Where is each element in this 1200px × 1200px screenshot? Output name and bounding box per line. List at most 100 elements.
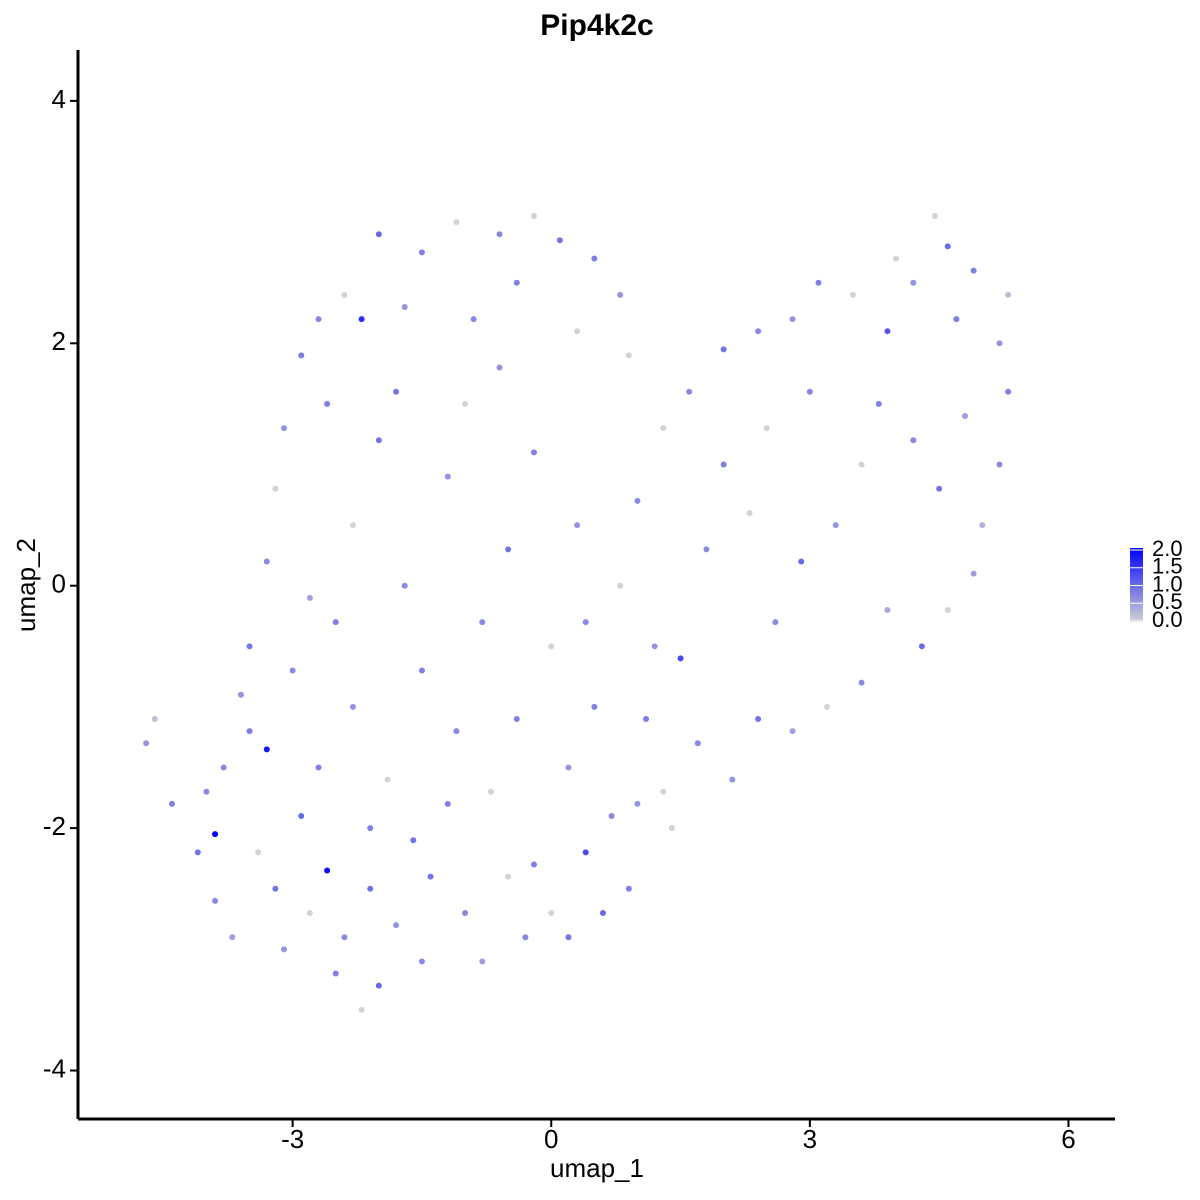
y-tick-label: -2 [43, 811, 66, 841]
point [651, 643, 658, 650]
point [229, 934, 236, 941]
point [272, 885, 279, 892]
point [281, 946, 288, 953]
point [444, 473, 451, 480]
point [668, 825, 675, 832]
point [349, 703, 356, 710]
point [194, 849, 201, 856]
point [858, 461, 865, 468]
point [531, 213, 538, 220]
point [513, 716, 520, 723]
point [298, 352, 305, 359]
point [143, 740, 150, 747]
point [384, 776, 391, 783]
point [332, 619, 339, 626]
point [772, 619, 779, 626]
point [1005, 291, 1012, 298]
point [315, 764, 322, 771]
point [470, 316, 477, 323]
point [936, 485, 943, 492]
point [401, 582, 408, 589]
x-tick-label: 0 [544, 1124, 558, 1154]
point [625, 885, 632, 892]
point [893, 255, 900, 262]
point [643, 716, 650, 723]
point [522, 934, 529, 941]
point [634, 497, 641, 504]
point [686, 388, 693, 395]
point [565, 934, 572, 941]
y-tick-label: 2 [52, 326, 66, 356]
point [944, 606, 951, 613]
point [427, 873, 434, 880]
point [358, 1006, 365, 1013]
point [798, 558, 805, 565]
point [824, 703, 831, 710]
point [453, 728, 460, 735]
x-tick-label: 6 [1061, 1124, 1075, 1154]
point [815, 279, 822, 286]
point [263, 746, 270, 753]
y-tick-label: 0 [52, 569, 66, 599]
point [410, 837, 417, 844]
point [884, 328, 891, 335]
point [875, 400, 882, 407]
point [548, 909, 555, 916]
point [548, 643, 555, 650]
point [884, 606, 891, 613]
point [582, 619, 589, 626]
point [746, 509, 753, 516]
point [694, 740, 701, 747]
point [444, 800, 451, 807]
point [599, 909, 606, 916]
point [375, 231, 382, 238]
point [729, 776, 736, 783]
point [237, 691, 244, 698]
point [479, 619, 486, 626]
point [789, 316, 796, 323]
point [858, 679, 865, 686]
point [617, 291, 624, 298]
point [496, 364, 503, 371]
point [341, 934, 348, 941]
colorbar-label: 0.5 [1152, 589, 1183, 614]
point [289, 667, 296, 674]
point [789, 728, 796, 735]
point [979, 522, 986, 529]
point [341, 291, 348, 298]
point [763, 425, 770, 432]
point [272, 485, 279, 492]
colorbar-label: 0.0 [1152, 607, 1183, 632]
point [996, 340, 1003, 347]
point [418, 958, 425, 965]
chart-title: Pip4k2c [540, 9, 653, 42]
point [367, 825, 374, 832]
point [324, 867, 331, 874]
point [931, 213, 938, 220]
point [806, 388, 813, 395]
point [220, 764, 227, 771]
point [591, 255, 598, 262]
point [453, 219, 460, 226]
colorbar-label: 1.5 [1152, 554, 1183, 579]
point [462, 909, 469, 916]
point [168, 800, 175, 807]
x-tick-label: 3 [803, 1124, 817, 1154]
point [246, 643, 253, 650]
point [953, 316, 960, 323]
point [910, 279, 917, 286]
x-axis-title: umap_1 [550, 1153, 644, 1183]
point [660, 788, 667, 795]
point [832, 522, 839, 529]
point [582, 849, 589, 856]
point [608, 812, 615, 819]
point [996, 461, 1003, 468]
point [418, 667, 425, 674]
point [591, 703, 598, 710]
point [375, 437, 382, 444]
point [720, 346, 727, 353]
point [849, 291, 856, 298]
point [505, 546, 512, 553]
point [755, 328, 762, 335]
point [556, 237, 563, 244]
